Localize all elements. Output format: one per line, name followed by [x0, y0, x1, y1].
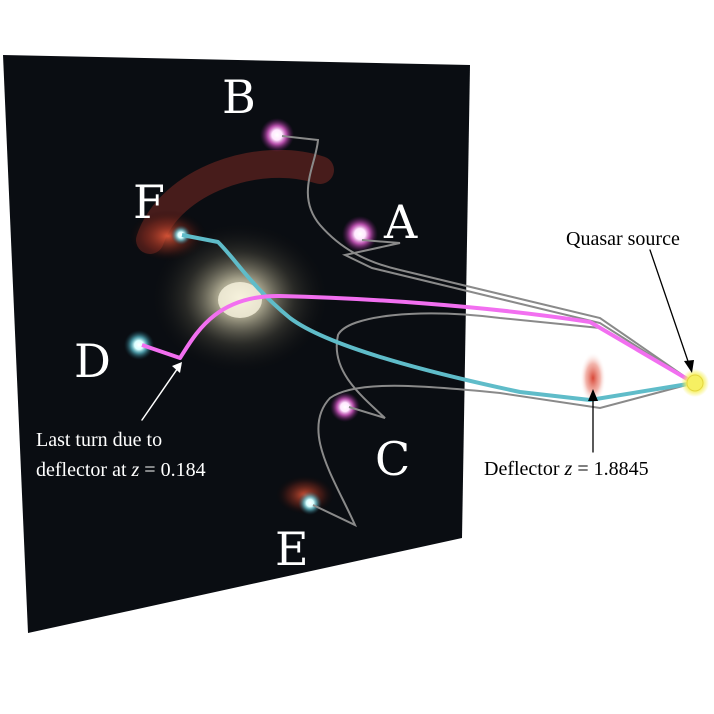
last-turn-value: = 0.184 — [139, 459, 205, 481]
last-turn-var: z — [131, 459, 140, 481]
annotation-arrows — [141, 249, 694, 453]
arrow-last-turn-head — [172, 362, 182, 373]
arrow-quasar-head — [684, 360, 694, 373]
last-turn-prefix: deflector at — [36, 459, 132, 481]
image-e-point — [298, 491, 322, 515]
deflector-label: Deflector z = 1.8845 — [484, 458, 649, 480]
label-f: F — [133, 175, 165, 229]
arrow-last-turn — [141, 364, 181, 421]
ray-c — [335, 312, 695, 419]
image-c-point — [330, 392, 360, 422]
ray-cyan — [181, 233, 695, 402]
label-e: E — [275, 522, 309, 576]
gray-rays — [281, 135, 695, 528]
arrow-deflector-head — [588, 389, 598, 401]
image-panel — [3, 55, 470, 633]
label-a: A — [383, 195, 418, 249]
ray-a — [341, 239, 695, 384]
deflector-value: = 1.8845 — [572, 458, 648, 480]
label-b: B — [222, 70, 256, 124]
label-c: C — [375, 432, 410, 486]
deflector-glow — [580, 352, 606, 404]
image-f-point — [171, 225, 191, 245]
last-turn-line2: deflector at z = 0.184 — [36, 459, 206, 481]
last-turn-line1: Last turn due to — [36, 429, 162, 451]
image-a-point — [342, 216, 378, 252]
image-d-point — [124, 330, 154, 360]
arrow-quasar — [649, 249, 692, 371]
ray-e — [312, 382, 695, 528]
ray-b — [281, 135, 695, 384]
label-d: D — [74, 334, 111, 388]
image-b-point — [260, 118, 294, 152]
deflector-var: z — [564, 458, 573, 480]
ray-pink — [141, 293, 696, 385]
quasar-source-label: Quasar source — [566, 228, 680, 250]
quasar-source — [686, 374, 704, 392]
deflector-prefix: Deflector — [484, 458, 565, 480]
